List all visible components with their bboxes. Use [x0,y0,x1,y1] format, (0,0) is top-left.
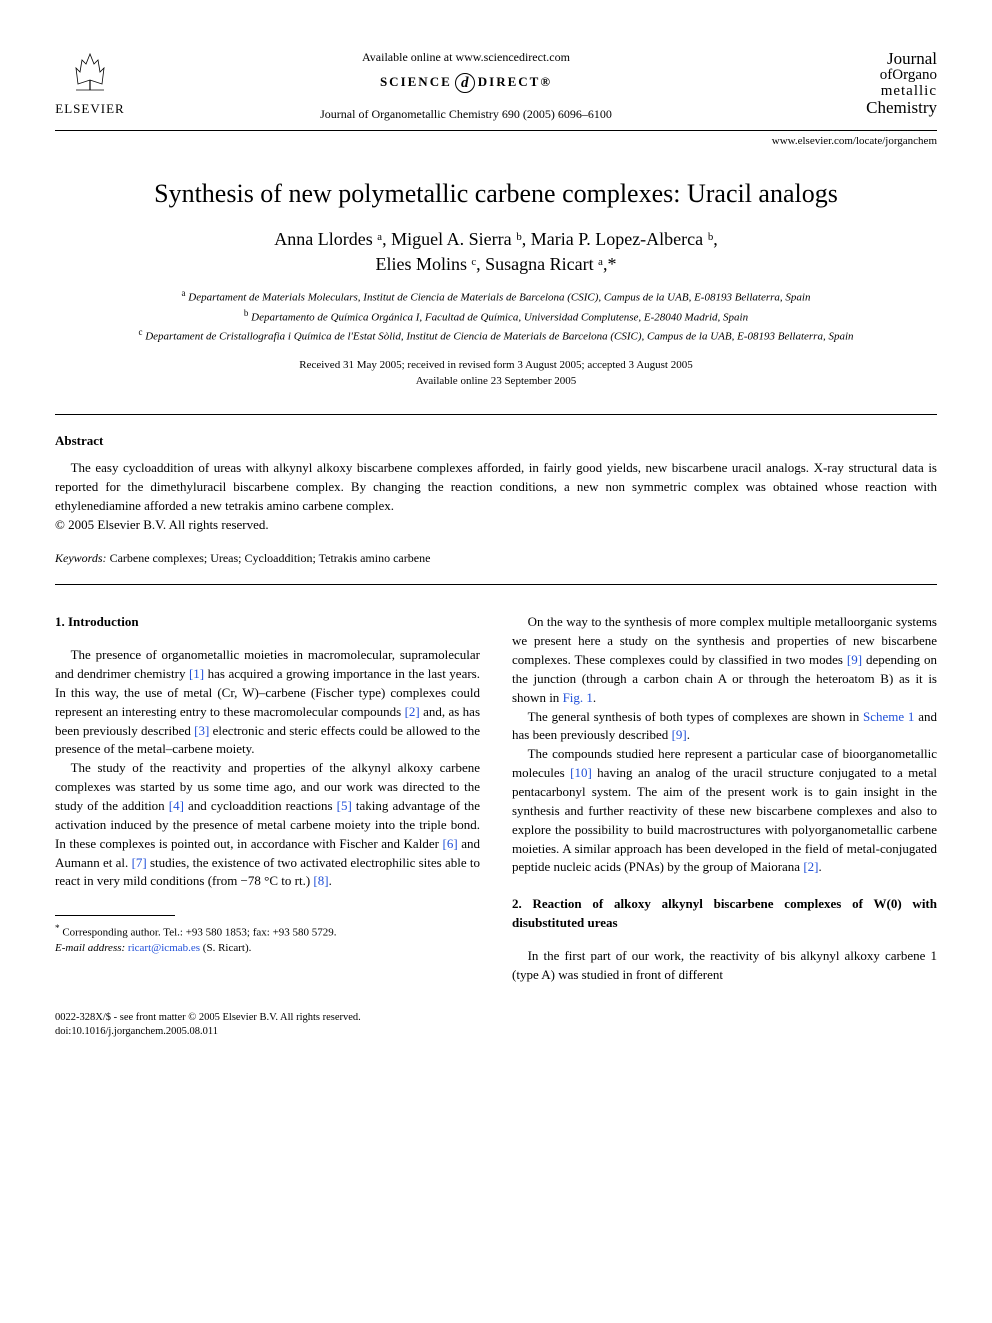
affiliation-c: Departament de Cristallografia i Química… [145,330,853,342]
article-dates: Received 31 May 2005; received in revise… [55,357,937,390]
ref-1[interactable]: [1] [189,666,204,681]
journal-logo-line3: metallic [807,84,937,100]
elsevier-tree-icon [55,50,125,99]
journal-citation: Journal of Organometallic Chemistry 690 … [145,107,787,122]
ref-7[interactable]: [7] [132,855,147,870]
front-matter-line: 0022-328X/$ - see front matter © 2005 El… [55,1012,361,1023]
column-left: 1. Introduction The presence of organome… [55,613,480,984]
authors-line1: Anna Llordes ᵃ, Miguel A. Sierra ᵇ, Mari… [274,229,717,249]
sd-d-icon: d [455,73,475,93]
journal-logo-line2: ofOrgano [807,68,937,84]
ref-9b[interactable]: [9] [672,727,687,742]
ref-10[interactable]: [10] [570,765,592,780]
intro-para-2: The study of the reactivity and properti… [55,759,480,891]
journal-logo: Journal ofOrgano metallic Chemistry [807,50,937,117]
abstract-text: The easy cycloaddition of ureas with alk… [55,459,937,516]
ref-5[interactable]: [5] [337,798,352,813]
ref-2b[interactable]: [2] [803,859,818,874]
body-columns: 1. Introduction The presence of organome… [55,613,937,984]
article-title: Synthesis of new polymetallic carbene co… [55,179,937,209]
header-rule [55,130,937,131]
keywords: Keywords: Carbene complexes; Ureas; Cycl… [55,551,937,566]
footnote-corr: Corresponding author. Tel.: +93 580 1853… [62,927,336,939]
col2-para-3: The compounds studied here represent a p… [512,745,937,877]
publisher-logo: ELSEVIER [55,50,125,117]
col2-para-1: On the way to the synthesis of more comp… [512,613,937,707]
bottom-meta: 0022-328X/$ - see front matter © 2005 El… [55,1011,937,1040]
journal-logo-line1: Journal [807,50,937,68]
abstract-rule-top [55,414,937,415]
abstract-block: Abstract The easy cycloaddition of ureas… [55,433,937,534]
footnote-email-label: E-mail address: [55,942,125,954]
scheme-1-link[interactable]: Scheme 1 [863,709,914,724]
doi-line: doi:10.1016/j.jorganchem.2005.08.011 [55,1026,218,1037]
section-2-para-1: In the first part of our work, the react… [512,947,937,985]
sd-right: DIRECT® [478,74,552,89]
column-right: On the way to the synthesis of more comp… [512,613,937,984]
ref-3[interactable]: [3] [194,723,209,738]
keywords-label: Keywords: [55,551,107,565]
sd-left: SCIENCE [380,74,452,89]
available-date: Available online 23 September 2005 [416,375,576,387]
intro-para-1: The presence of organometallic moieties … [55,646,480,759]
affiliations: a Departament de Materials Moleculars, I… [55,287,937,344]
footnote-email[interactable]: ricart@icmab.es [128,942,200,954]
locate-url: www.elsevier.com/locate/jorganchem [55,135,937,147]
affiliation-b: Departamento de Química Orgánica I, Facu… [251,311,748,323]
available-online-text: Available online at www.sciencedirect.co… [145,50,787,65]
fig-1-link[interactable]: Fig. 1 [563,690,593,705]
section-2-heading: 2. Reaction of alkoxy alkynyl biscarbene… [512,895,937,933]
authors-line2: Elies Molins ᶜ, Susagna Ricart ᵃ,* [375,254,616,274]
col2-para-2: The general synthesis of both types of c… [512,708,937,746]
abstract-copyright: © 2005 Elsevier B.V. All rights reserved… [55,517,937,533]
publisher-name: ELSEVIER [55,101,125,117]
abstract-heading: Abstract [55,433,937,449]
footnote-email-name: (S. Ricart). [203,942,252,954]
page-header: ELSEVIER Available online at www.science… [55,50,937,122]
section-1-heading: 1. Introduction [55,613,480,632]
affiliation-a: Departament de Materials Moleculars, Ins… [188,292,810,304]
received-date: Received 31 May 2005; received in revise… [299,359,692,371]
ref-9[interactable]: [9] [847,652,862,667]
ref-8[interactable]: [8] [313,873,328,888]
abstract-rule-bottom [55,584,937,585]
keywords-list: Carbene complexes; Ureas; Cycloaddition;… [110,551,431,565]
journal-logo-line4: Chemistry [807,99,937,117]
sciencedirect-logo: SCIENCEdDIRECT® [145,73,787,93]
corresponding-author-footnote: * Corresponding author. Tel.: +93 580 18… [55,922,480,956]
ref-2[interactable]: [2] [405,704,420,719]
ref-4[interactable]: [4] [169,798,184,813]
footnote-separator [55,915,175,916]
authors: Anna Llordes ᵃ, Miguel A. Sierra ᵇ, Mari… [55,227,937,277]
header-center: Available online at www.sciencedirect.co… [125,50,807,122]
ref-6[interactable]: [6] [442,836,457,851]
